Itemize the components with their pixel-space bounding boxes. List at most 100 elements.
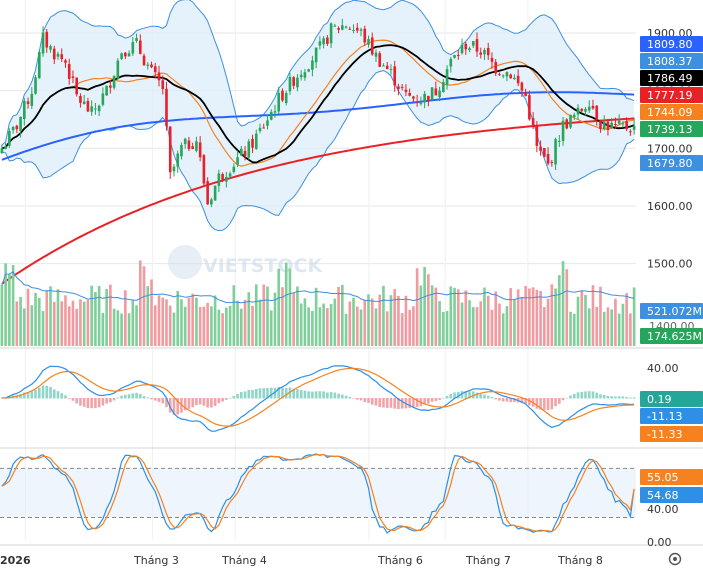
- bollinger-upper-line: [1, 0, 635, 146]
- macd-histogram-bar: [71, 398, 75, 401]
- candle-body: [236, 157, 239, 165]
- volume-bar: [501, 313, 505, 346]
- candle-body: [569, 114, 572, 128]
- volume-label: 174.625M: [647, 330, 702, 343]
- candle-body: [584, 108, 587, 112]
- volume-bar: [217, 309, 221, 346]
- volume-bar: [576, 296, 580, 346]
- candle-body: [565, 119, 569, 129]
- volume-bar: [71, 300, 75, 346]
- macd-histogram-bar: [584, 391, 587, 399]
- macd-histogram-bar: [67, 398, 71, 399]
- price-label: 1744.09: [647, 106, 693, 119]
- macd-histogram-bar: [19, 394, 22, 399]
- volume-bar: [131, 299, 135, 346]
- macd-histogram-bar: [94, 398, 97, 408]
- macd-histogram-bar: [168, 398, 172, 413]
- candle-body: [45, 31, 49, 48]
- macd-histogram-bar: [617, 396, 621, 399]
- candle-body: [191, 146, 194, 149]
- macd-histogram-bar: [247, 390, 251, 399]
- candle-body: [625, 121, 628, 130]
- candle-body: [479, 52, 483, 55]
- price-label-background: [640, 155, 703, 171]
- volume-bar: [415, 268, 419, 346]
- candle-body: [299, 74, 303, 78]
- candle-body: [41, 32, 45, 54]
- volume-bar: [273, 292, 277, 346]
- candle-body: [251, 138, 254, 148]
- volume-panel: 1400.00: [0, 260, 695, 346]
- volume-bar: [225, 307, 228, 346]
- macd-histogram-bar: [303, 390, 307, 399]
- macd-histogram-bar: [587, 391, 591, 399]
- volume-bar: [629, 313, 632, 346]
- candle-body: [243, 150, 247, 157]
- macd-histogram-bar: [277, 386, 281, 399]
- macd-histogram-bar: [131, 393, 135, 399]
- volume-bar: [505, 306, 509, 346]
- stochastic-label: 54.68: [647, 489, 679, 502]
- candle-body: [277, 92, 281, 112]
- candle-body: [546, 153, 550, 164]
- candle-body: [225, 176, 228, 182]
- volume-bar: [172, 312, 176, 346]
- volume-bar: [591, 285, 595, 346]
- macd-histogram-bar: [374, 398, 378, 406]
- stochastic-axis-tick: 0.00: [647, 536, 672, 549]
- candle-body: [494, 62, 498, 74]
- volume-bar: [116, 310, 120, 346]
- macd-histogram-bar: [464, 390, 468, 399]
- stochastic-axis-tick: 40.00: [647, 503, 679, 516]
- macd-histogram-bar: [494, 398, 498, 400]
- volume-bar: [82, 301, 86, 346]
- macd-histogram-bar: [34, 390, 37, 399]
- volume-bar: [311, 310, 314, 346]
- candle-body: [557, 140, 561, 142]
- macd-histogram-bar: [348, 396, 352, 399]
- macd-histogram-bar: [434, 398, 438, 402]
- macd-histogram-bar: [116, 397, 120, 399]
- candle-body: [86, 101, 90, 112]
- candle-body: [359, 29, 363, 31]
- macd-histogram-bar: [37, 387, 41, 399]
- price-label-background: [640, 36, 703, 52]
- macd-histogram-bar: [138, 394, 142, 399]
- volume-bar: [23, 308, 26, 346]
- watermark-logo-icon: [168, 245, 202, 279]
- candle-body: [408, 92, 411, 96]
- macd-histogram-bar: [430, 398, 434, 402]
- macd-histogram-bar: [187, 398, 191, 409]
- volume-bar: [228, 305, 232, 346]
- volume-bar: [498, 303, 501, 346]
- macd-histogram-bar: [232, 395, 236, 399]
- candle-body: [326, 37, 329, 44]
- macd-histogram-bar: [625, 396, 628, 399]
- price-label: 1739.13: [647, 123, 693, 136]
- macd-histogram-bar: [333, 392, 337, 399]
- macd-histogram-bar: [513, 398, 516, 403]
- volume-bar: [52, 301, 56, 346]
- volume-bar: [565, 269, 569, 346]
- volume-bar: [37, 297, 41, 346]
- candle-body: [614, 124, 617, 126]
- macd-histogram-bar: [344, 395, 348, 399]
- macd-histogram-bar: [161, 398, 165, 404]
- volume-bar: [355, 306, 359, 346]
- macd-histogram-bar: [90, 398, 93, 409]
- candle-body: [404, 89, 408, 93]
- macd-histogram-bar: [486, 395, 490, 399]
- volume-bar: [419, 285, 423, 346]
- candle-body: [333, 25, 337, 27]
- candle-body: [415, 101, 419, 103]
- macd-histogram-bar: [621, 396, 625, 399]
- macd-signal-line: [1, 367, 635, 427]
- candle-body: [456, 54, 460, 56]
- macd-histogram-bar: [397, 398, 400, 409]
- volume-bar: [434, 287, 438, 346]
- macd-histogram-bar: [520, 398, 524, 404]
- macd-histogram-bar: [498, 398, 501, 401]
- candle-body: [49, 46, 52, 50]
- settings-icon[interactable]: [668, 552, 682, 566]
- volume-bar: [352, 297, 355, 346]
